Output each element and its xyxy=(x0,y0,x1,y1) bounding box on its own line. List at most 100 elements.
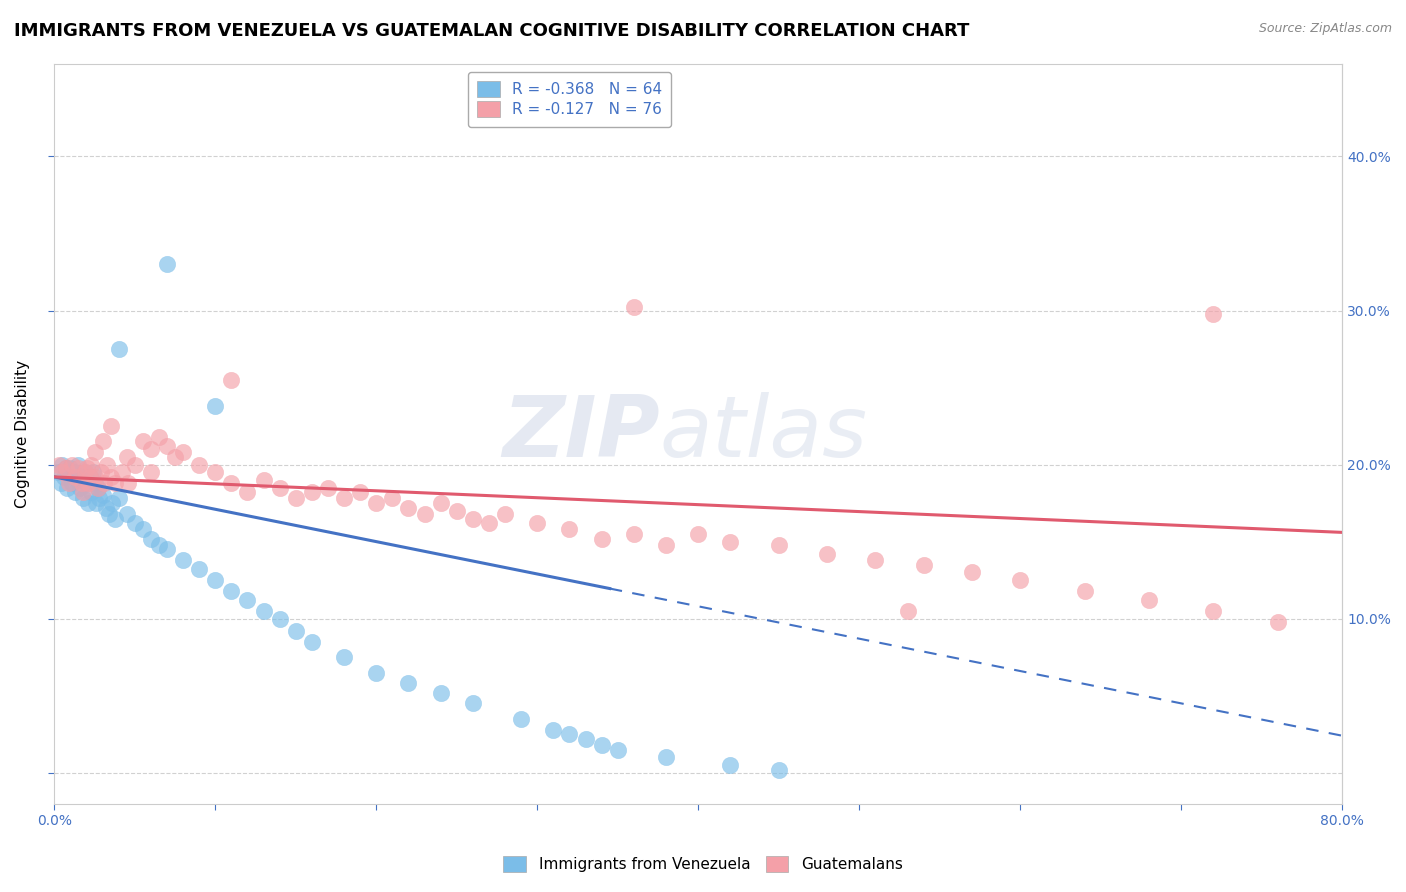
Point xyxy=(72,491,94,506)
Point xyxy=(333,650,356,665)
Point xyxy=(48,458,70,472)
Point xyxy=(117,476,139,491)
Point xyxy=(62,465,84,479)
Text: ZIP: ZIP xyxy=(502,392,659,475)
Point xyxy=(115,507,138,521)
Point xyxy=(52,470,75,484)
Point xyxy=(87,481,110,495)
Point xyxy=(204,465,226,479)
Point xyxy=(104,476,127,491)
Point xyxy=(655,538,678,552)
Point xyxy=(101,496,124,510)
Point xyxy=(221,476,243,491)
Point xyxy=(73,465,96,479)
Point xyxy=(67,460,90,475)
Text: IMMIGRANTS FROM VENEZUELA VS GUATEMALAN COGNITIVE DISABILITY CORRELATION CHART: IMMIGRANTS FROM VENEZUELA VS GUATEMALAN … xyxy=(14,22,969,40)
Point xyxy=(366,665,388,680)
Point xyxy=(79,470,101,484)
Point xyxy=(58,476,80,491)
Text: atlas: atlas xyxy=(659,392,868,475)
Point xyxy=(316,481,339,495)
Point xyxy=(65,470,87,484)
Point xyxy=(91,434,114,449)
Point xyxy=(591,532,613,546)
Point xyxy=(100,419,122,434)
Point xyxy=(768,538,790,552)
Point xyxy=(623,527,645,541)
Point xyxy=(815,547,838,561)
Point xyxy=(73,465,96,479)
Point xyxy=(93,476,115,491)
Point xyxy=(76,476,98,491)
Point xyxy=(221,583,243,598)
Point xyxy=(768,763,790,777)
Point xyxy=(89,491,111,506)
Point xyxy=(139,465,162,479)
Point xyxy=(1202,307,1225,321)
Point xyxy=(60,476,83,491)
Point xyxy=(543,723,565,737)
Point xyxy=(67,458,90,472)
Point xyxy=(865,553,887,567)
Point xyxy=(188,458,211,472)
Point xyxy=(82,465,104,479)
Point xyxy=(558,727,581,741)
Point xyxy=(80,458,103,472)
Point xyxy=(1202,604,1225,618)
Point xyxy=(236,485,259,500)
Point xyxy=(720,758,742,772)
Point xyxy=(284,624,307,638)
Point xyxy=(623,301,645,315)
Point xyxy=(104,511,127,525)
Point xyxy=(46,465,69,479)
Point xyxy=(76,460,98,475)
Point xyxy=(446,504,468,518)
Point xyxy=(188,562,211,576)
Point xyxy=(720,534,742,549)
Point xyxy=(413,507,436,521)
Point xyxy=(510,712,533,726)
Point xyxy=(58,468,80,483)
Point xyxy=(301,634,323,648)
Point xyxy=(478,516,501,530)
Point xyxy=(574,731,596,746)
Point xyxy=(558,522,581,536)
Point xyxy=(269,481,291,495)
Point xyxy=(1073,583,1095,598)
Point xyxy=(1010,573,1032,587)
Point xyxy=(381,491,404,506)
Point xyxy=(688,527,710,541)
Point xyxy=(51,465,73,479)
Point xyxy=(398,676,420,690)
Point xyxy=(80,485,103,500)
Point xyxy=(132,522,155,536)
Point xyxy=(960,566,983,580)
Point xyxy=(148,538,170,552)
Point xyxy=(284,491,307,506)
Point xyxy=(90,465,112,479)
Point xyxy=(96,458,118,472)
Point xyxy=(94,500,117,515)
Point xyxy=(1137,593,1160,607)
Point xyxy=(77,476,100,491)
Point xyxy=(591,738,613,752)
Point xyxy=(1267,615,1289,629)
Point xyxy=(72,485,94,500)
Point xyxy=(172,445,194,459)
Point xyxy=(172,553,194,567)
Point xyxy=(107,491,129,506)
Point xyxy=(124,516,146,530)
Point xyxy=(84,496,107,510)
Point xyxy=(77,496,100,510)
Point xyxy=(111,465,134,479)
Point xyxy=(70,470,93,484)
Point xyxy=(526,516,548,530)
Y-axis label: Cognitive Disability: Cognitive Disability xyxy=(15,359,30,508)
Point xyxy=(70,476,93,491)
Point xyxy=(100,470,122,484)
Point xyxy=(333,491,356,506)
Point xyxy=(156,257,179,271)
Legend: Immigrants from Venezuela, Guatemalans: Immigrants from Venezuela, Guatemalans xyxy=(496,848,910,880)
Point xyxy=(156,439,179,453)
Point xyxy=(269,612,291,626)
